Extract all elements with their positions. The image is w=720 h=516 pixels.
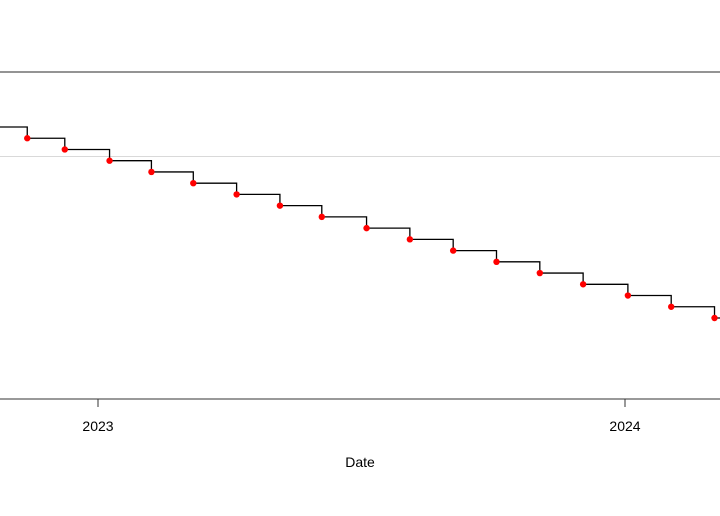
data-point-11 (493, 258, 500, 266)
data-point-15 (668, 303, 675, 310)
data-point-5 (233, 191, 240, 198)
data-point-1 (61, 146, 68, 153)
data-point-3 (148, 168, 155, 176)
data-point-8 (363, 224, 370, 232)
data-point-12 (536, 269, 544, 277)
data-point-2 (106, 157, 113, 164)
data-point-6 (276, 202, 284, 209)
data-point-4 (190, 179, 197, 187)
data-point-7 (318, 213, 325, 221)
step-line (0, 126, 720, 319)
data-point-13 (579, 281, 587, 288)
x-tick-label-2023: 2023 (82, 418, 113, 434)
data-point-14 (624, 292, 632, 299)
x-tick-label-2024: 2024 (609, 418, 640, 434)
data-point-9 (406, 236, 414, 243)
x-axis-label: Date (345, 454, 375, 470)
x-ticks: 2023 2024 (82, 399, 641, 434)
data-point-16 (711, 314, 718, 322)
data-point-0 (24, 135, 31, 142)
data-points (24, 135, 718, 322)
data-point-10 (449, 247, 457, 254)
